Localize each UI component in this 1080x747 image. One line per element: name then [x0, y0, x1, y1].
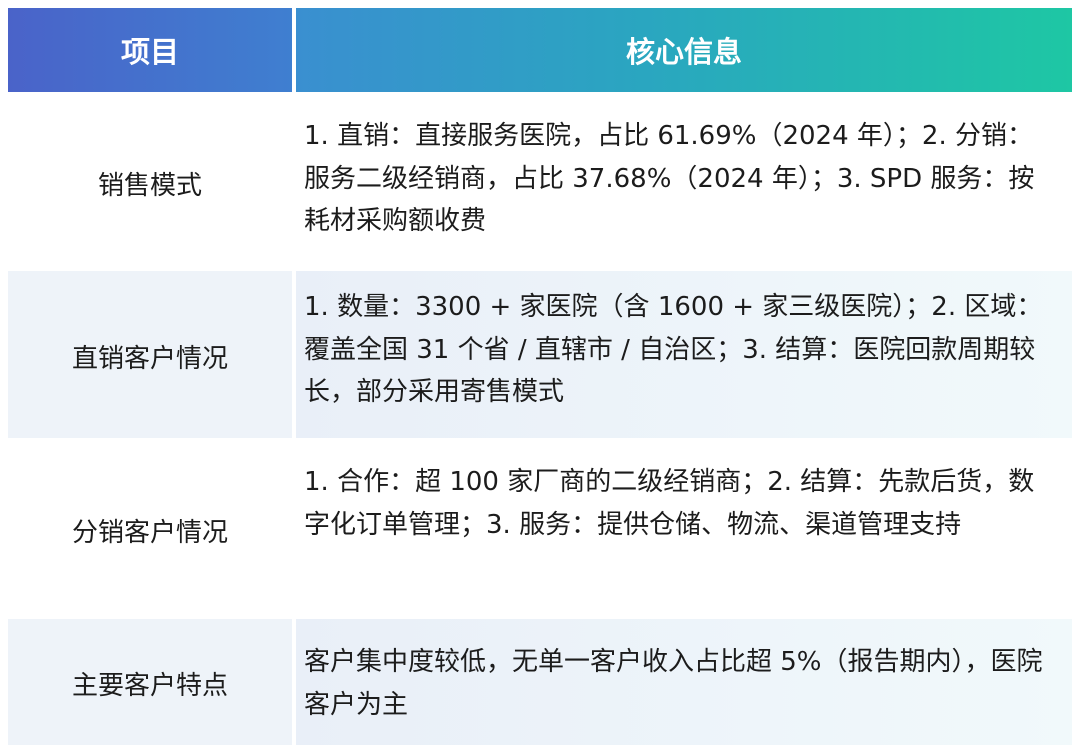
table-row: 直销客户情况 1. 数量：3300 + 家医院（含 1600 + 家三级医院）；…	[8, 271, 1072, 438]
row-label: 销售模式	[8, 100, 292, 263]
header-item-column: 项目	[8, 8, 292, 92]
row-content: 客户集中度较低，无单一客户收入占比超 5%（报告期内），医院客户为主	[296, 619, 1072, 745]
table-header: 项目 核心信息	[8, 8, 1072, 92]
header-core-info-column: 核心信息	[296, 8, 1072, 92]
row-label: 主要客户特点	[8, 619, 292, 745]
row-content: 1. 数量：3300 + 家医院（含 1600 + 家三级医院）；2. 区域：覆…	[296, 271, 1072, 438]
row-content: 1. 合作：超 100 家厂商的二级经销商；2. 结算：先款后货，数字化订单管理…	[296, 446, 1072, 611]
table-row: 分销客户情况 1. 合作：超 100 家厂商的二级经销商；2. 结算：先款后货，…	[8, 446, 1072, 611]
customer-info-table: 项目 核心信息 销售模式 1. 直销：直接服务医院，占比 61.69%（2024…	[8, 8, 1072, 745]
row-label: 分销客户情况	[8, 446, 292, 611]
row-label: 直销客户情况	[8, 271, 292, 438]
table-row: 销售模式 1. 直销：直接服务医院，占比 61.69%（2024 年）；2. 分…	[8, 100, 1072, 263]
row-content: 1. 直销：直接服务医院，占比 61.69%（2024 年）；2. 分销：服务二…	[296, 100, 1072, 263]
table-row: 主要客户特点 客户集中度较低，无单一客户收入占比超 5%（报告期内），医院客户为…	[8, 619, 1072, 745]
